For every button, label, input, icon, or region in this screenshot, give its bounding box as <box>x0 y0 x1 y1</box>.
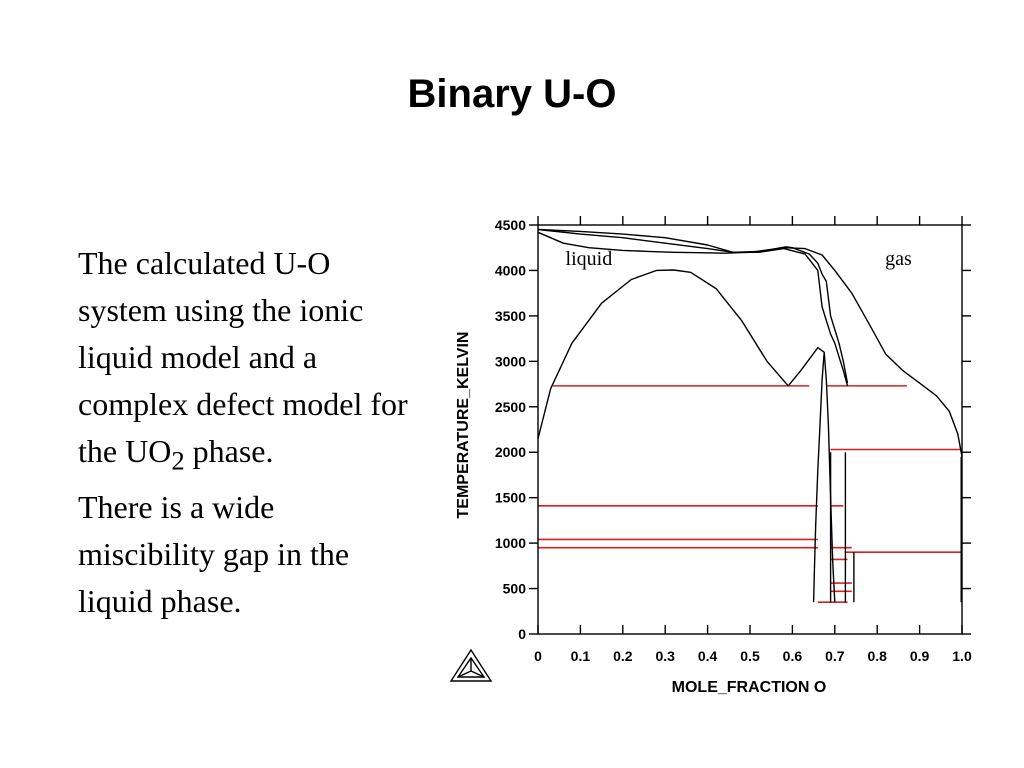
y-tick-label: 0 <box>518 626 526 642</box>
phase-boundary-line <box>823 352 836 603</box>
y-tick-label: 500 <box>503 581 527 597</box>
y-tick-label: 1500 <box>495 490 526 506</box>
y-tick-label: 3500 <box>495 308 526 324</box>
slide-title: Binary U-O <box>407 72 617 116</box>
region-label: gas <box>885 248 912 270</box>
x-tick-label: 0.5 <box>740 648 760 664</box>
y-tick-label: 2500 <box>495 399 526 415</box>
x-tick-label: 1.0 <box>952 648 972 664</box>
phase-boundary-line <box>787 347 825 387</box>
phase-boundary-line <box>537 228 963 457</box>
paragraph-1-end: phase. <box>184 433 274 469</box>
x-ticks: 0 0.1 0.2 0.3 0.4 0.5 0.6 0.7 0.8 0.9 1.0 <box>534 216 972 664</box>
region-label: liquid <box>566 248 613 270</box>
y-axis-title: TEMPERATURE_KELVIN <box>455 332 472 519</box>
paragraph-1-main: The calculated U-O system using the ioni… <box>78 245 408 469</box>
paragraph-1: The calculated U-O system using the ioni… <box>78 240 418 484</box>
x-tick-label: 0.3 <box>655 648 675 664</box>
x-tick-label: 0.6 <box>783 648 803 664</box>
y-tick-label: 3000 <box>495 353 526 369</box>
y-tick-label: 4500 <box>495 217 526 233</box>
phase-boundary-line <box>812 352 825 603</box>
body-text: The calculated U-O system using the ioni… <box>78 240 418 625</box>
y-ticks: 0 500 1000 1500 2000 2500 3000 3500 4000 4500 <box>495 217 971 642</box>
x-axis-title: MOLE_FRACTION O <box>672 679 827 696</box>
phase-boundary-line <box>537 228 849 387</box>
paragraph-1-subscript: 2 <box>171 445 185 476</box>
x-tick-label: 0.2 <box>613 648 633 664</box>
y-tick-label: 4000 <box>495 262 526 278</box>
phase-boundaries <box>537 228 963 603</box>
x-tick-label: 0.9 <box>910 648 930 664</box>
x-tick-label: 0.4 <box>698 648 718 664</box>
paragraph-2: There is a wide miscibility gap in the l… <box>78 489 350 620</box>
plot-frame <box>537 224 963 635</box>
thermo-calc-logo <box>449 648 493 682</box>
plot-area-border <box>537 224 963 635</box>
x-tick-label: 0 <box>534 648 542 664</box>
annotations: liquid gas <box>566 248 912 270</box>
x-tick-label: 0.1 <box>571 648 591 664</box>
y-tick-label: 1000 <box>495 535 526 551</box>
invariant-lines <box>538 385 962 603</box>
x-tick-label: 0.7 <box>825 648 845 664</box>
phase-boundary-line <box>537 231 849 384</box>
phase-boundary-line <box>537 269 789 439</box>
y-tick-label: 2000 <box>495 444 526 460</box>
x-tick-label: 0.8 <box>867 648 887 664</box>
